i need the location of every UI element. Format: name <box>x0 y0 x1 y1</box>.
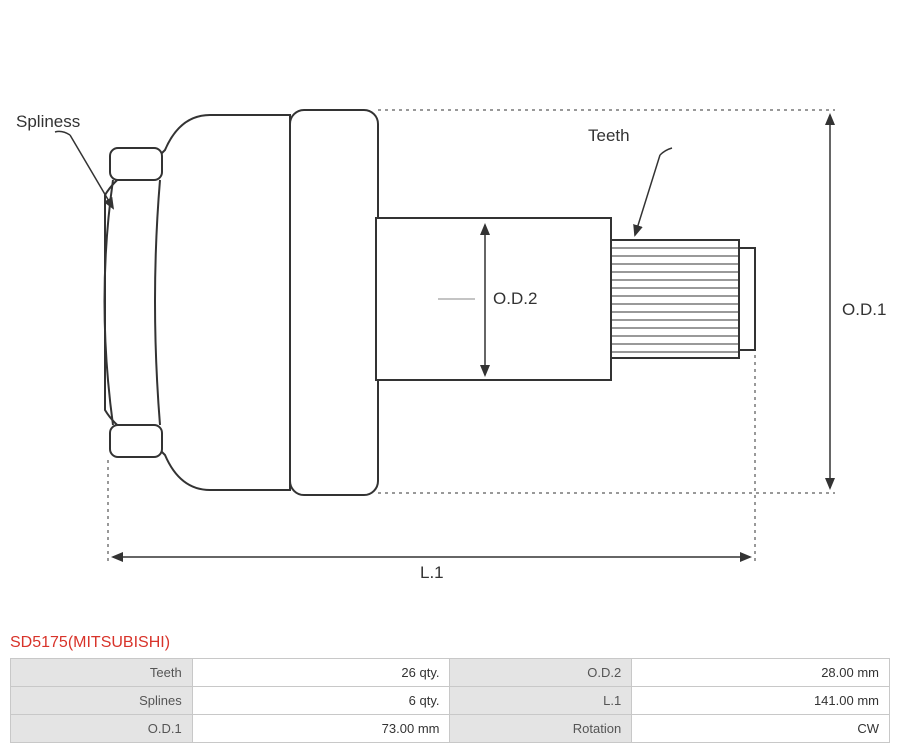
technical-diagram: Spliness Teeth O.D.2 O.D.1 L.1 <box>0 0 900 620</box>
spec-value-l1: 141.00 mm <box>632 687 890 715</box>
spec-label-od1: O.D.1 <box>11 715 193 743</box>
spec-value-splines: 6 qty. <box>192 687 450 715</box>
part-title: SD5175(MITSUBISHI) <box>10 634 170 652</box>
label-l1: L.1 <box>420 563 444 583</box>
table-row: O.D.1 73.00 mm Rotation CW <box>11 715 890 743</box>
spec-table: Teeth 26 qty. O.D.2 28.00 mm Splines 6 q… <box>10 658 890 743</box>
label-od1: O.D.1 <box>842 300 886 320</box>
spec-label-teeth: Teeth <box>11 659 193 687</box>
spec-label-od2: O.D.2 <box>450 659 632 687</box>
spec-value-od2: 28.00 mm <box>632 659 890 687</box>
spec-value-teeth: 26 qty. <box>192 659 450 687</box>
table-row: Teeth 26 qty. O.D.2 28.00 mm <box>11 659 890 687</box>
label-spliness: Spliness <box>16 112 80 132</box>
label-teeth: Teeth <box>588 126 630 146</box>
part-drawing-svg <box>0 0 900 620</box>
spec-label-rotation: Rotation <box>450 715 632 743</box>
label-od2: O.D.2 <box>493 289 537 309</box>
spec-value-od1: 73.00 mm <box>192 715 450 743</box>
table-row: Splines 6 qty. L.1 141.00 mm <box>11 687 890 715</box>
teeth-section <box>611 240 755 358</box>
spec-label-splines: Splines <box>11 687 193 715</box>
spec-value-rotation: CW <box>632 715 890 743</box>
spec-label-l1: L.1 <box>450 687 632 715</box>
